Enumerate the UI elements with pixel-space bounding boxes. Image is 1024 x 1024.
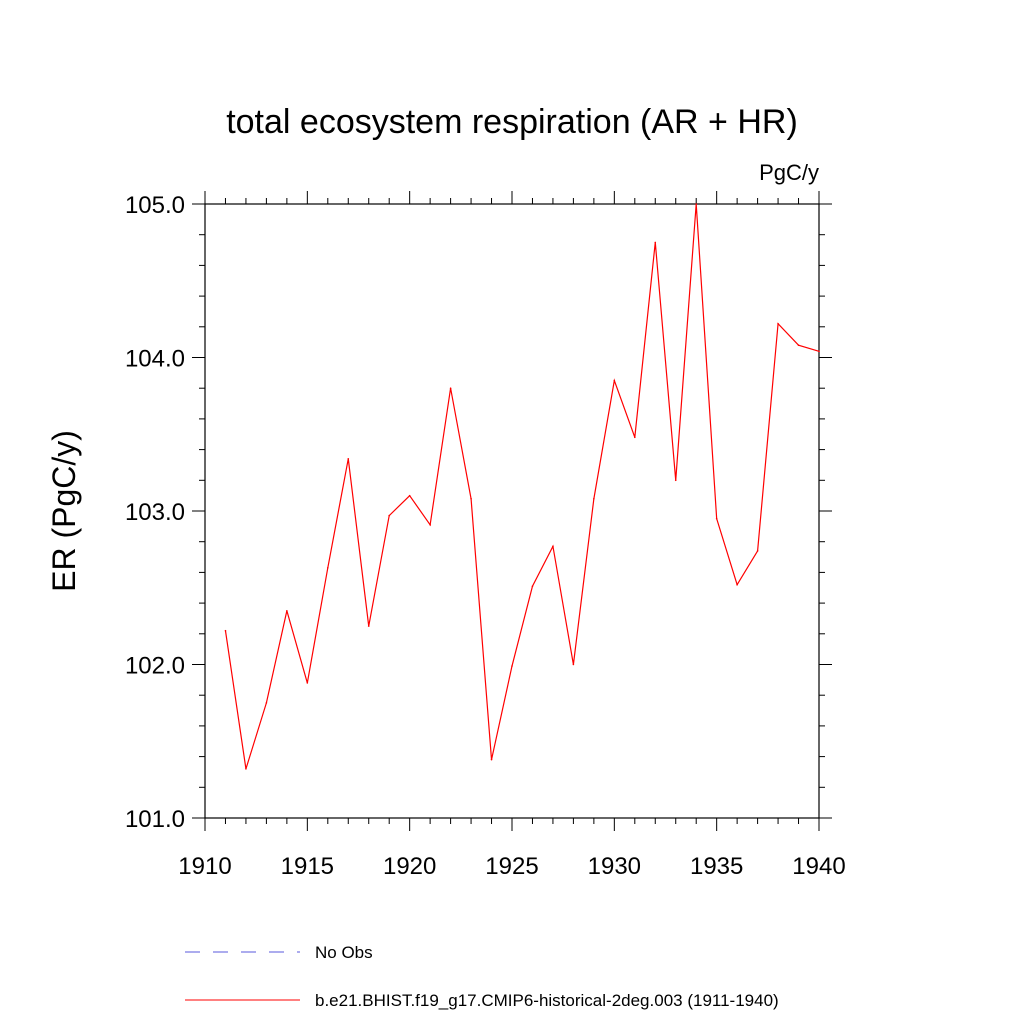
data-point: [429, 524, 431, 526]
data-point: [613, 379, 616, 382]
chart-title: total ecosystem respiration (AR + HR): [226, 103, 798, 141]
data-point: [695, 203, 697, 205]
data-point: [531, 585, 534, 588]
data-point: [224, 629, 227, 632]
data-point: [347, 458, 350, 460]
x-tick-label: 1910: [178, 853, 231, 880]
data-point: [388, 514, 391, 517]
data-point: [777, 322, 779, 325]
series-points: [224, 203, 820, 770]
data-point: [818, 350, 820, 353]
legend: No Obs b.e21.BHIST.f19_g17.CMIP6-historic…: [185, 943, 779, 1010]
minor-ticks: [199, 198, 825, 824]
data-point: [715, 517, 718, 520]
y-tick-label: 101.0: [125, 806, 185, 833]
data-point: [797, 344, 800, 347]
data-point: [593, 497, 595, 500]
data-point: [286, 609, 288, 612]
data-point: [490, 758, 493, 761]
data-point: [674, 479, 677, 482]
y-tick-label: 105.0: [125, 192, 185, 219]
major-ticks: [192, 191, 832, 831]
data-point: [327, 566, 329, 569]
data-point: [572, 663, 575, 666]
data-point: [367, 625, 370, 627]
data-point: [265, 702, 268, 704]
data-point: [470, 497, 472, 500]
data-point: [552, 545, 554, 548]
data-point: [306, 682, 309, 684]
x-tick-label: 1925: [485, 853, 538, 880]
data-point: [449, 387, 452, 390]
data-point: [408, 494, 411, 497]
legend-label: b.e21.BHIST.f19_g17.CMIP6-historical-2de…: [315, 991, 779, 1010]
x-tick-label: 1930: [588, 853, 641, 880]
x-tick-label: 1915: [281, 853, 334, 880]
y-tick-label: 103.0: [125, 499, 185, 526]
data-point: [245, 768, 247, 770]
y-tick-label: 102.0: [125, 653, 185, 680]
y-tick-label: 104.0: [125, 346, 185, 373]
x-tick-label: 1940: [792, 853, 845, 880]
data-point: [736, 583, 738, 586]
tick-labels: 1910 1915 1920 1925 1930 1935 1940 101.0 102.0 10…: [125, 192, 846, 880]
data-point: [756, 550, 759, 552]
series-line: [224, 203, 820, 770]
y-axis-label: ER (PgC/y): [46, 430, 82, 592]
plot-frame: [204, 203, 820, 819]
x-tick-label: 1920: [383, 853, 436, 880]
legend-label: No Obs: [315, 943, 373, 962]
data-point: [634, 436, 636, 439]
data-point: [511, 665, 513, 667]
data-point: [654, 241, 657, 244]
units-label: PgC/y: [759, 160, 819, 185]
x-tick-label: 1935: [690, 853, 743, 880]
